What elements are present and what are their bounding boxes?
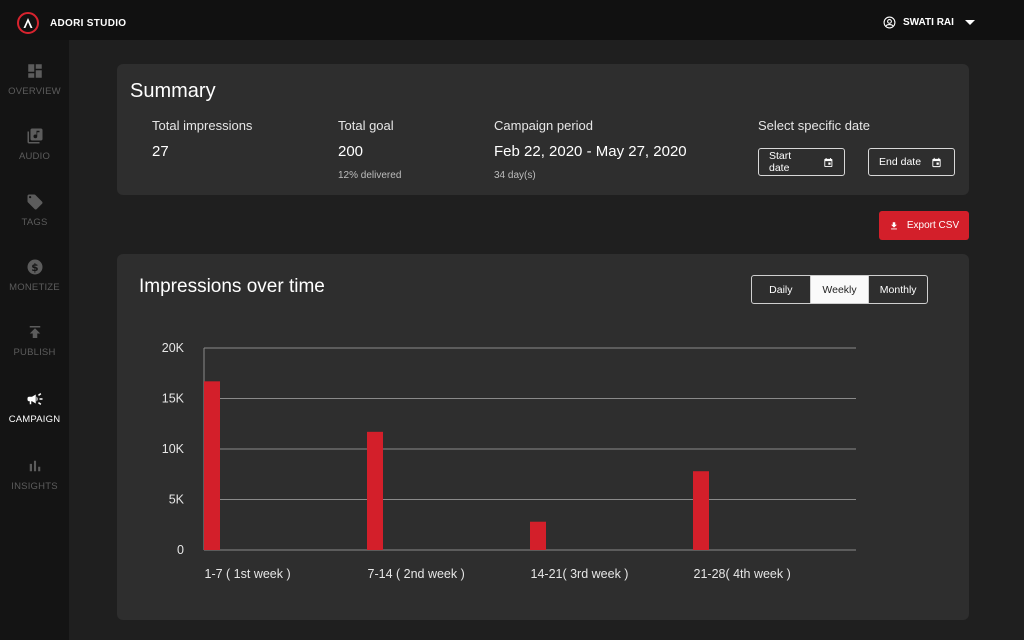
megaphone-icon — [27, 393, 42, 405]
sidebar-item-campaign[interactable]: CAMPAIGN — [0, 390, 69, 425]
sidebar-item-label: PUBLISH — [13, 347, 56, 358]
sidebar-item-label: MONETIZE — [9, 282, 60, 293]
total-impressions-value: 27 — [152, 143, 169, 160]
top-bar: ADORI STUDIO SWATI RAI — [0, 0, 1024, 40]
bar-chart-icon — [29, 460, 40, 472]
end-date-label: End date — [879, 156, 922, 168]
y-tick-label: 5K — [169, 493, 185, 507]
tag-icon — [27, 194, 42, 210]
summary-card: Summary Total impressions 27 Total goal … — [117, 64, 969, 195]
bar — [530, 521, 546, 550]
tab-daily[interactable]: Daily — [752, 276, 811, 303]
x-tick-label: 21-28( 4th week ) — [694, 567, 791, 581]
publish-icon — [29, 326, 40, 338]
calendar-icon — [824, 157, 833, 167]
tab-monthly[interactable]: Monthly — [879, 283, 917, 296]
sidebar-item-label: INSIGHTS — [11, 481, 58, 492]
export-csv-button[interactable]: Export CSV — [879, 211, 969, 240]
chevron-down-icon — [964, 20, 975, 25]
sidebar-item-tags[interactable]: TAGS — [0, 193, 69, 228]
y-tick-label: 20K — [162, 341, 185, 355]
summary-title: Summary — [130, 80, 216, 102]
user-menu[interactable]: SWATI RAI — [883, 16, 975, 29]
total-goal-value: 200 — [338, 143, 364, 160]
download-icon — [890, 221, 897, 229]
impressions-title: Impressions over time — [139, 276, 325, 297]
end-date-button[interactable]: End date — [868, 148, 955, 176]
start-date-button[interactable]: Start date — [758, 148, 845, 176]
sidebar-item-audio[interactable]: AUDIO — [0, 127, 69, 162]
user-name: SWATI RAI — [903, 17, 954, 28]
sidebar-item-monetize[interactable]: $ MONETIZE — [0, 258, 69, 293]
impressions-card: Impressions over time Daily Weekly Month… — [117, 254, 969, 620]
sidebar-item-publish[interactable]: PUBLISH — [0, 323, 69, 358]
y-tick-label: 15K — [162, 392, 185, 406]
brand-name: ADORI STUDIO — [50, 18, 127, 29]
campaign-period-days: 34 day(s) — [494, 170, 536, 181]
sidebar-item-label: CAMPAIGN — [8, 414, 61, 425]
dashboard-icon — [27, 64, 42, 78]
x-tick-label: 1-7 ( 1st week ) — [205, 567, 291, 581]
dollar-icon: $ — [27, 259, 42, 275]
bar — [367, 431, 383, 550]
sidebar-item-insights[interactable]: INSIGHTS — [0, 457, 69, 492]
impressions-bar-chart: 0 5K 10K 15K 20K 1-7 ( 1st week ) 7-14 ( 2nd w… — [162, 341, 856, 581]
select-date-label: Select specific date — [758, 118, 871, 133]
campaign-period-value: Feb 22, 2020 - May 27, 2020 — [494, 143, 687, 160]
y-tick-label: 0 — [177, 543, 184, 557]
adori-logo-icon[interactable] — [17, 12, 39, 34]
total-goal-delivered: 12% delivered — [338, 170, 402, 181]
calendar-icon — [932, 157, 941, 167]
bar — [693, 471, 709, 550]
bar — [204, 381, 220, 550]
svg-text:$: $ — [31, 262, 38, 274]
x-tick-label: 7-14 ( 2nd week ) — [368, 567, 465, 581]
sidebar-item-label: AUDIO — [18, 151, 51, 162]
library-music-icon — [27, 128, 42, 144]
tab-weekly[interactable]: Weekly — [810, 276, 870, 303]
total-impressions-label: Total impressions — [152, 118, 253, 133]
sidebar-item-label: TAGS — [21, 217, 48, 228]
x-tick-label: 14-21( 3rd week ) — [531, 567, 629, 581]
y-tick-label: 10K — [162, 442, 185, 456]
sidebar-item-overview[interactable]: OVERVIEW — [0, 62, 69, 97]
export-csv-label: Export CSV — [906, 220, 960, 231]
granularity-toggle: Daily Weekly Monthly — [751, 275, 928, 304]
sidebar: OVERVIEW AUDIO TAGS $ MONETIZE PUBLISH C… — [0, 40, 69, 640]
sidebar-item-label: OVERVIEW — [8, 86, 61, 97]
account-circle-icon — [883, 16, 896, 29]
start-date-label: Start date — [769, 150, 792, 174]
total-goal-label: Total goal — [338, 118, 394, 133]
campaign-period-label: Campaign period — [494, 118, 594, 133]
